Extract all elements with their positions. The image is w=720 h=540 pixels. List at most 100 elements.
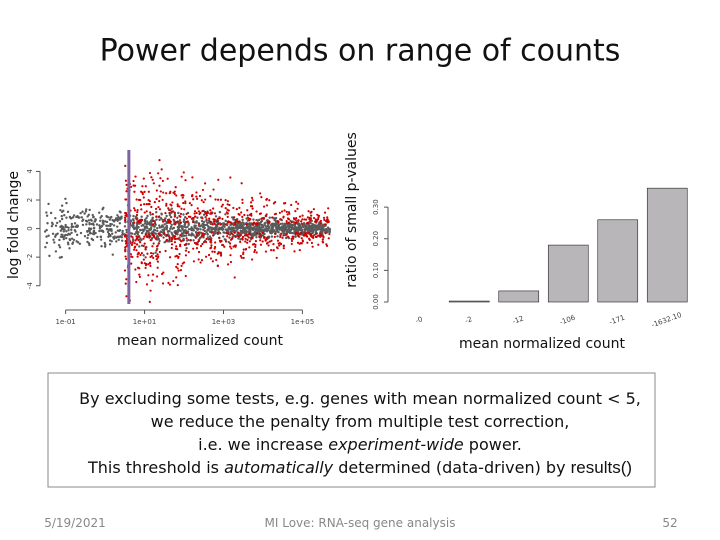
cloud-point bbox=[171, 201, 174, 204]
cloud-point bbox=[327, 228, 330, 231]
cloud-point bbox=[45, 228, 48, 232]
cloud-point bbox=[256, 232, 259, 235]
cloud-point bbox=[263, 224, 267, 227]
cloud-point bbox=[255, 236, 258, 239]
cloud-point bbox=[203, 229, 206, 233]
cloud-point bbox=[123, 225, 127, 228]
cloud-point bbox=[73, 228, 77, 232]
cloud-point bbox=[234, 235, 237, 238]
cloud-point bbox=[124, 220, 127, 224]
cloud-point bbox=[54, 216, 57, 220]
cloud-point bbox=[168, 229, 171, 233]
cloud-point bbox=[316, 227, 319, 230]
cloud-point bbox=[139, 228, 142, 232]
cloud-point bbox=[167, 281, 170, 284]
cloud-point bbox=[185, 212, 188, 215]
cloud-point bbox=[185, 239, 189, 242]
cloud-point bbox=[86, 236, 89, 240]
cloud-point bbox=[273, 235, 276, 238]
cloud-point bbox=[133, 232, 137, 236]
cloud-point bbox=[158, 224, 161, 227]
cloud-point bbox=[176, 228, 180, 232]
cloud-point bbox=[210, 211, 213, 214]
cloud-point bbox=[281, 226, 285, 230]
cloud-point bbox=[243, 228, 247, 232]
cloud-point bbox=[174, 232, 177, 235]
cloud-point bbox=[176, 284, 179, 287]
cloud-point bbox=[284, 201, 287, 205]
cloud-point bbox=[66, 210, 70, 214]
x-tick-label: -0 bbox=[414, 315, 423, 325]
cloud-point bbox=[251, 243, 255, 246]
cloud-point bbox=[147, 263, 150, 266]
cloud-point bbox=[194, 236, 197, 239]
cloud-point bbox=[205, 218, 208, 221]
cloud-point bbox=[199, 261, 202, 264]
cloud-point bbox=[160, 225, 163, 229]
cloud-point bbox=[112, 236, 115, 239]
cloud-point bbox=[81, 219, 84, 223]
cloud-point bbox=[224, 219, 227, 223]
cloud-point bbox=[53, 241, 56, 244]
cloud-point bbox=[226, 203, 229, 206]
cloud-point bbox=[279, 218, 282, 221]
cloud-point bbox=[181, 227, 184, 230]
cloud-point bbox=[147, 274, 150, 277]
cloud-point bbox=[278, 241, 281, 245]
cloud-point bbox=[173, 213, 177, 216]
cloud-point bbox=[176, 205, 179, 208]
cloud-point bbox=[71, 242, 74, 246]
cloud-point bbox=[295, 200, 298, 203]
cloud-point bbox=[62, 230, 65, 233]
cloud-point bbox=[135, 243, 138, 246]
cloud-point bbox=[287, 227, 291, 231]
cloud-point bbox=[182, 213, 185, 216]
cloud-point bbox=[135, 224, 139, 228]
cloud-point bbox=[204, 210, 207, 214]
cloud-point bbox=[158, 250, 161, 254]
cloud-point bbox=[154, 232, 158, 235]
cloud-point bbox=[294, 210, 297, 213]
cloud-point bbox=[86, 240, 89, 244]
cloud-point bbox=[213, 247, 216, 250]
cloud-point bbox=[258, 226, 262, 229]
cloud-point bbox=[53, 235, 57, 238]
cloud-point bbox=[198, 222, 201, 226]
cloud-point bbox=[276, 247, 279, 250]
cloud-point bbox=[192, 260, 196, 263]
cloud-point bbox=[163, 223, 166, 226]
cloud-point bbox=[217, 178, 220, 181]
cloud-point bbox=[156, 253, 159, 256]
cloud-point bbox=[310, 214, 313, 217]
cloud-point bbox=[252, 218, 255, 221]
cloud-point bbox=[146, 214, 149, 218]
cloud-point bbox=[178, 223, 181, 227]
cloud-point bbox=[201, 232, 205, 235]
cloud-point bbox=[151, 279, 154, 282]
cloud-point bbox=[296, 207, 299, 210]
cloud-point bbox=[297, 234, 300, 237]
body-segment: results() bbox=[571, 458, 632, 477]
cloud-point bbox=[136, 209, 139, 212]
cloud-point bbox=[150, 205, 153, 209]
cloud-point bbox=[57, 243, 61, 247]
cloud-point bbox=[145, 283, 149, 286]
cloud-point bbox=[246, 209, 249, 212]
cloud-point bbox=[104, 220, 107, 223]
cloud-point bbox=[235, 207, 238, 211]
cloud-point bbox=[210, 231, 213, 234]
cloud-point bbox=[250, 196, 254, 199]
cloud-point bbox=[190, 226, 193, 229]
cloud-point bbox=[292, 223, 296, 227]
cloud-point bbox=[140, 215, 143, 218]
cloud-point bbox=[170, 240, 173, 243]
cloud-point bbox=[68, 233, 72, 236]
cloud-point bbox=[99, 238, 103, 241]
footer-page: 52 bbox=[662, 516, 677, 530]
cloud-point bbox=[142, 196, 145, 199]
cloud-point bbox=[192, 229, 196, 232]
cloud-point bbox=[161, 225, 165, 228]
cloud-point bbox=[261, 234, 265, 237]
cloud-point bbox=[108, 218, 112, 221]
cloud-point bbox=[187, 250, 190, 254]
